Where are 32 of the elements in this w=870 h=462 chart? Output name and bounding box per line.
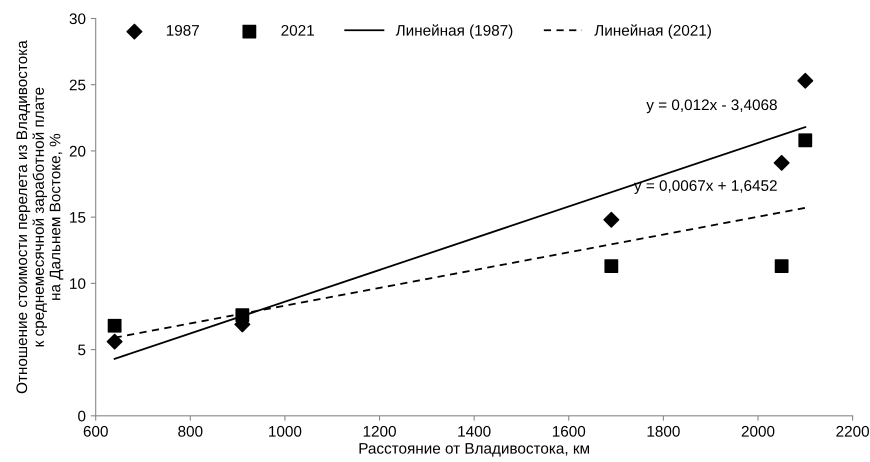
y-axis-title: Отношение стоимости перелета из Владивостока к среднемесячной заработной плате на Дальнем Востоке, %: [16, 40, 64, 394]
x-tick-label: 1200: [364, 426, 396, 437]
x-tick-label: 600: [84, 426, 108, 437]
x-tick-label: 1400: [458, 426, 491, 437]
y-tick-label: 10: [70, 278, 86, 290]
y-tick-label: 15: [70, 212, 86, 223]
x-tick-label: 2200: [836, 426, 869, 437]
point: [797, 72, 814, 89]
x-tick-label: 1000: [269, 426, 302, 437]
point: [774, 154, 790, 171]
legend-label: Линейная (1987): [396, 24, 512, 39]
annotation: y = 0,012x - 3,4068: [646, 99, 777, 114]
point: [235, 308, 250, 322]
legend-label: 1987: [166, 24, 199, 36]
legend-label: 2021: [281, 24, 314, 36]
y-tick-label: 0: [78, 410, 86, 422]
x-tick-label: 800: [178, 426, 202, 437]
point: [774, 259, 789, 274]
y-tick-label: 5: [78, 344, 86, 356]
x-axis-title: Расстояние от Владивостока, км: [360, 443, 590, 457]
point: [604, 259, 618, 274]
y-tick-label: 25: [70, 80, 86, 90]
y-tick-label: 30: [70, 13, 86, 24]
point: [106, 334, 123, 350]
y-tick-label: 20: [70, 146, 86, 157]
x-tick-label: 2000: [742, 426, 774, 437]
point: [798, 133, 812, 148]
x-tick-label: 1800: [648, 426, 680, 437]
point: [108, 318, 122, 333]
x-tick-label: 1600: [552, 426, 586, 437]
legend-label: Линейная (2021): [594, 24, 711, 39]
point: [603, 212, 620, 228]
